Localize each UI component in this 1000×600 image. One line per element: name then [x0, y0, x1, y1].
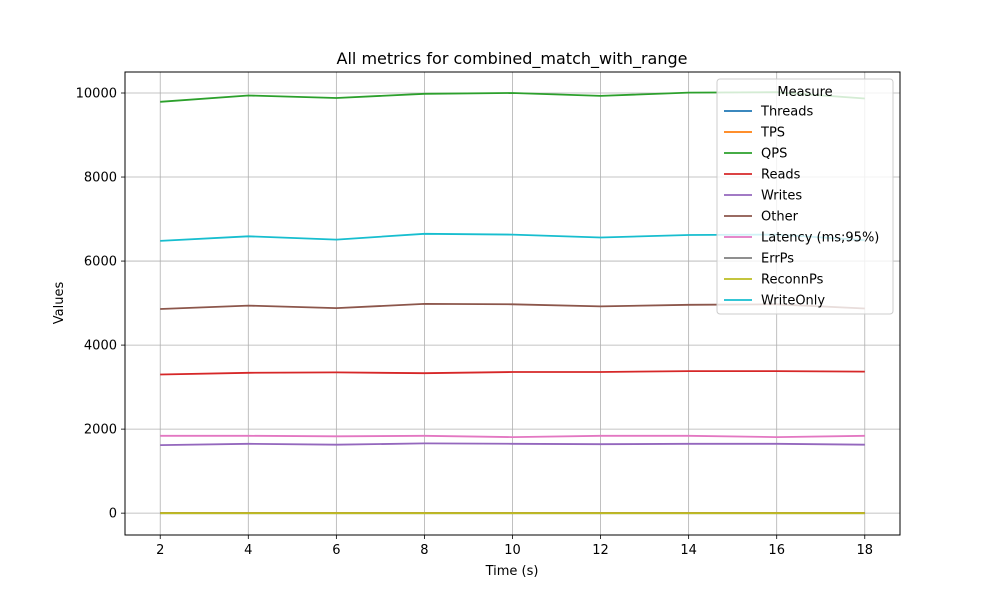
x-tick-label: 4 [244, 543, 252, 558]
x-axis-ticks: 2 4 6 8 10 12 14 16 18 [156, 535, 873, 558]
legend-label-reconnps: ReconnPs [761, 273, 824, 288]
legend-label-reads: Reads [761, 168, 801, 183]
legend: Measure Threads TPS QPS Reads Writes Other Lat… [716, 78, 894, 315]
y-tick-label: 10000 [76, 87, 117, 102]
x-axis-label: Time (s) [485, 564, 539, 579]
legend-label-qps: QPS [761, 147, 787, 162]
legend-label-writes: Writes [761, 189, 802, 204]
chart-title: All metrics for combined_match_with_rang… [337, 49, 688, 69]
legend-label-tps: TPS [760, 126, 785, 141]
x-tick-label: 10 [504, 543, 521, 558]
series-line-reads [160, 370, 865, 376]
series-line-writes [160, 442, 865, 446]
y-axis-ticks: 0 2000 4000 6000 8000 10000 [76, 87, 125, 522]
legend-label-latency-ms-95: Latency (ms;95%) [761, 231, 879, 246]
y-tick-label: 2000 [84, 423, 117, 438]
legend-label-writeonly: WriteOnly [761, 294, 825, 309]
x-tick-label: 18 [856, 543, 873, 558]
y-tick-label: 8000 [84, 171, 117, 186]
y-tick-label: 0 [109, 507, 117, 522]
y-tick-label: 6000 [84, 255, 117, 270]
x-tick-label: 16 [768, 543, 785, 558]
series-line-latency-ms-95 [160, 434, 865, 439]
x-tick-label: 6 [332, 543, 340, 558]
y-axis-label: Values [52, 282, 67, 325]
legend-box [716, 78, 894, 315]
legend-title: Measure [777, 85, 832, 100]
x-tick-label: 12 [592, 543, 609, 558]
x-tick-label: 14 [680, 543, 697, 558]
legend-label-errps: ErrPs [761, 252, 794, 267]
legend-label-threads: Threads [760, 105, 813, 120]
series-lines [160, 91, 865, 515]
x-tick-label: 2 [156, 543, 164, 558]
legend-entries: Threads TPS QPS Reads Writes Other Latency (ms… [724, 105, 879, 309]
y-tick-label: 4000 [84, 339, 117, 354]
x-tick-label: 8 [420, 543, 428, 558]
legend-label-other: Other [761, 210, 799, 225]
